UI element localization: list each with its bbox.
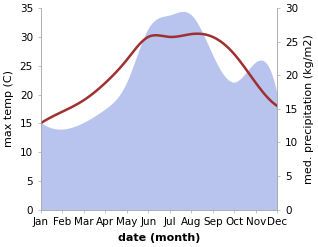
Y-axis label: max temp (C): max temp (C): [4, 70, 14, 147]
Y-axis label: med. precipitation (kg/m2): med. precipitation (kg/m2): [304, 34, 314, 184]
X-axis label: date (month): date (month): [118, 233, 200, 243]
